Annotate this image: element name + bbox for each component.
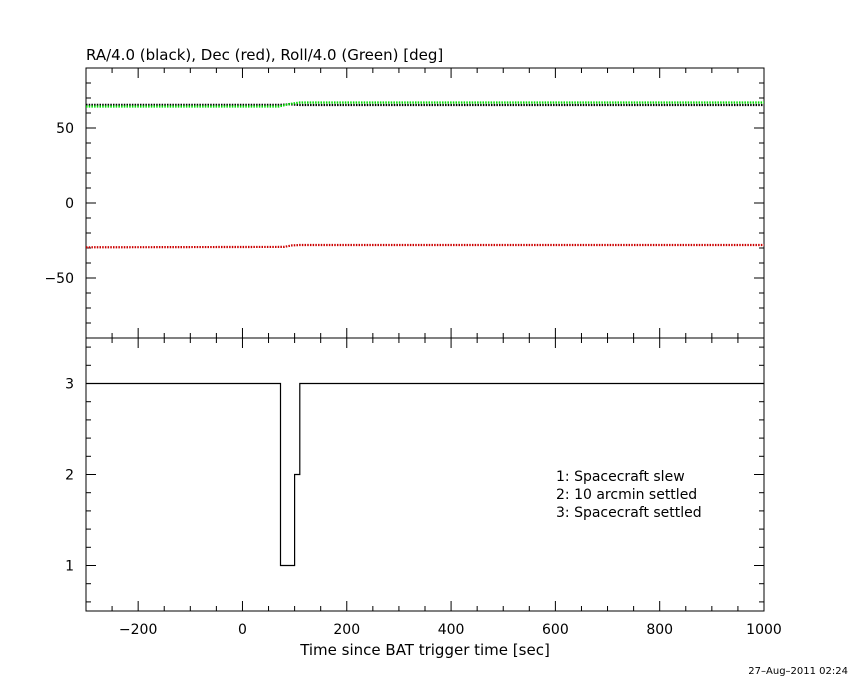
x-tick-label: 800 [646,622,673,638]
legend-item-settled: 3: Spacecraft settled [556,505,702,521]
x-tick-labels: −200 0 200 400 600 800 1000 [119,622,782,638]
bottom-series [86,382,764,567]
y-tick-label: 1 [65,559,74,575]
x-tick-label: 0 [238,622,247,638]
status-step-line [86,382,764,567]
y-tick-label: 3 [65,377,74,393]
y-tick-label: 50 [56,121,74,137]
bottom-minor-ticks [85,338,764,611]
x-axis-label: Time since BAT trigger time [sec] [299,641,550,659]
top-major-ticks [86,68,765,338]
x-tick-label: −200 [119,622,157,638]
bottom-y-tick-labels: 3 2 1 [65,377,74,575]
legend-item-slew: 1: Spacecraft slew [556,469,685,485]
series-line [85,243,764,249]
top-minor-ticks [85,67,764,338]
series-line [86,103,764,107]
top-panel-title: RA/4.0 (black), Dec (red), Roll/4.0 (Gre… [86,46,443,64]
top-series [85,101,764,249]
timestamp: 27–Aug–2011 02:24 [748,666,848,677]
x-tick-label: 1000 [746,622,782,638]
bottom-panel: 3 2 1 −200 0 200 400 600 800 1000 1: Spacecraft … [65,337,782,638]
top-panel-frame [85,67,765,339]
top-y-tick-labels: 50 0 −50 [44,121,74,287]
y-tick-label: 0 [65,196,74,212]
x-tick-label: 400 [438,622,465,638]
x-tick-label: 200 [333,622,360,638]
y-tick-label: 2 [65,468,74,484]
x-tick-label: 600 [542,622,569,638]
legend-item-settled-10arcmin: 2: 10 arcmin settled [556,487,697,503]
series-line [86,101,764,108]
y-tick-label: −50 [44,271,74,287]
top-panel: 50 0 −50 [44,67,765,339]
legend: 1: Spacecraft slew 2: 10 arcmin settled … [556,469,702,521]
